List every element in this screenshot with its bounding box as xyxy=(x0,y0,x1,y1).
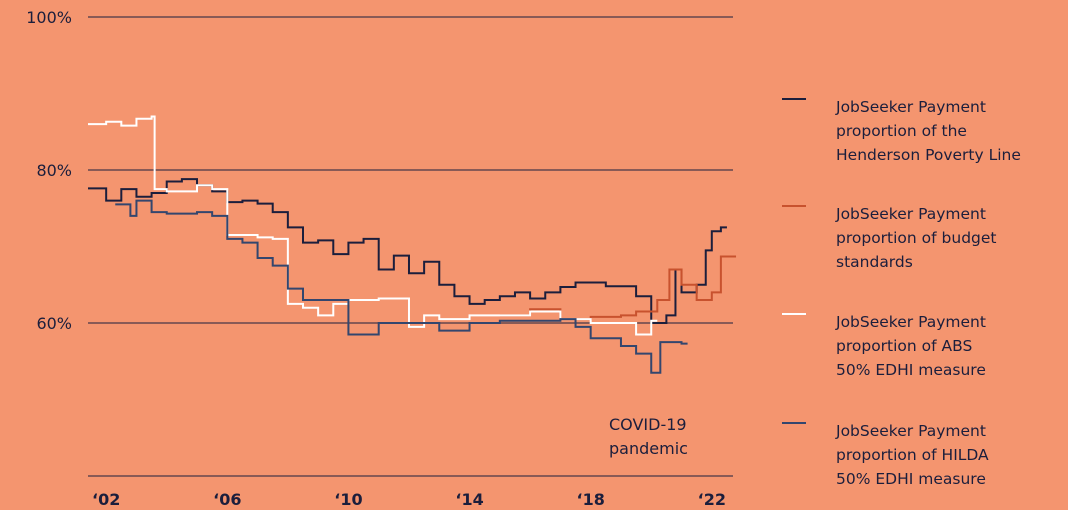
annotation: COVID-19 pandemic xyxy=(609,415,688,458)
x-tick-label: ‘10 xyxy=(334,490,362,509)
legend-label: JobSeeker Payment proportion of budget s… xyxy=(836,205,997,271)
series-line xyxy=(88,115,658,336)
legend-swatch xyxy=(782,205,806,207)
legend-swatch xyxy=(782,98,806,100)
x-tick-label: ‘22 xyxy=(698,490,726,509)
legend-label: JobSeeker Payment proportion of ABS 50% … xyxy=(836,313,986,379)
legend-label: JobSeeker Payment proportion of the Hend… xyxy=(836,98,1021,164)
annotation-line: COVID-19 xyxy=(609,415,687,434)
chart: 60% 80% 100% ‘02 ‘06 ‘10 ‘14 ‘18 ‘22 COVID-19 pand… xyxy=(26,8,737,509)
series-line xyxy=(499,255,737,321)
x-tick-label: ‘06 xyxy=(213,490,241,509)
y-tick-label: 100% xyxy=(26,8,72,27)
y-tick-label: 60% xyxy=(36,314,72,333)
series-line xyxy=(115,199,688,374)
x-tick-label: ‘18 xyxy=(577,490,605,509)
x-tick-label: ‘14 xyxy=(455,490,483,509)
legend-swatch xyxy=(782,422,806,424)
legend-label: JobSeeker Payment proportion of HILDA 50… xyxy=(836,422,989,488)
y-tick-label: 80% xyxy=(36,161,72,180)
annotation-line: pandemic xyxy=(609,439,688,458)
series-line xyxy=(88,178,727,324)
legend-swatch xyxy=(782,313,806,315)
x-tick-label: ‘02 xyxy=(92,490,120,509)
